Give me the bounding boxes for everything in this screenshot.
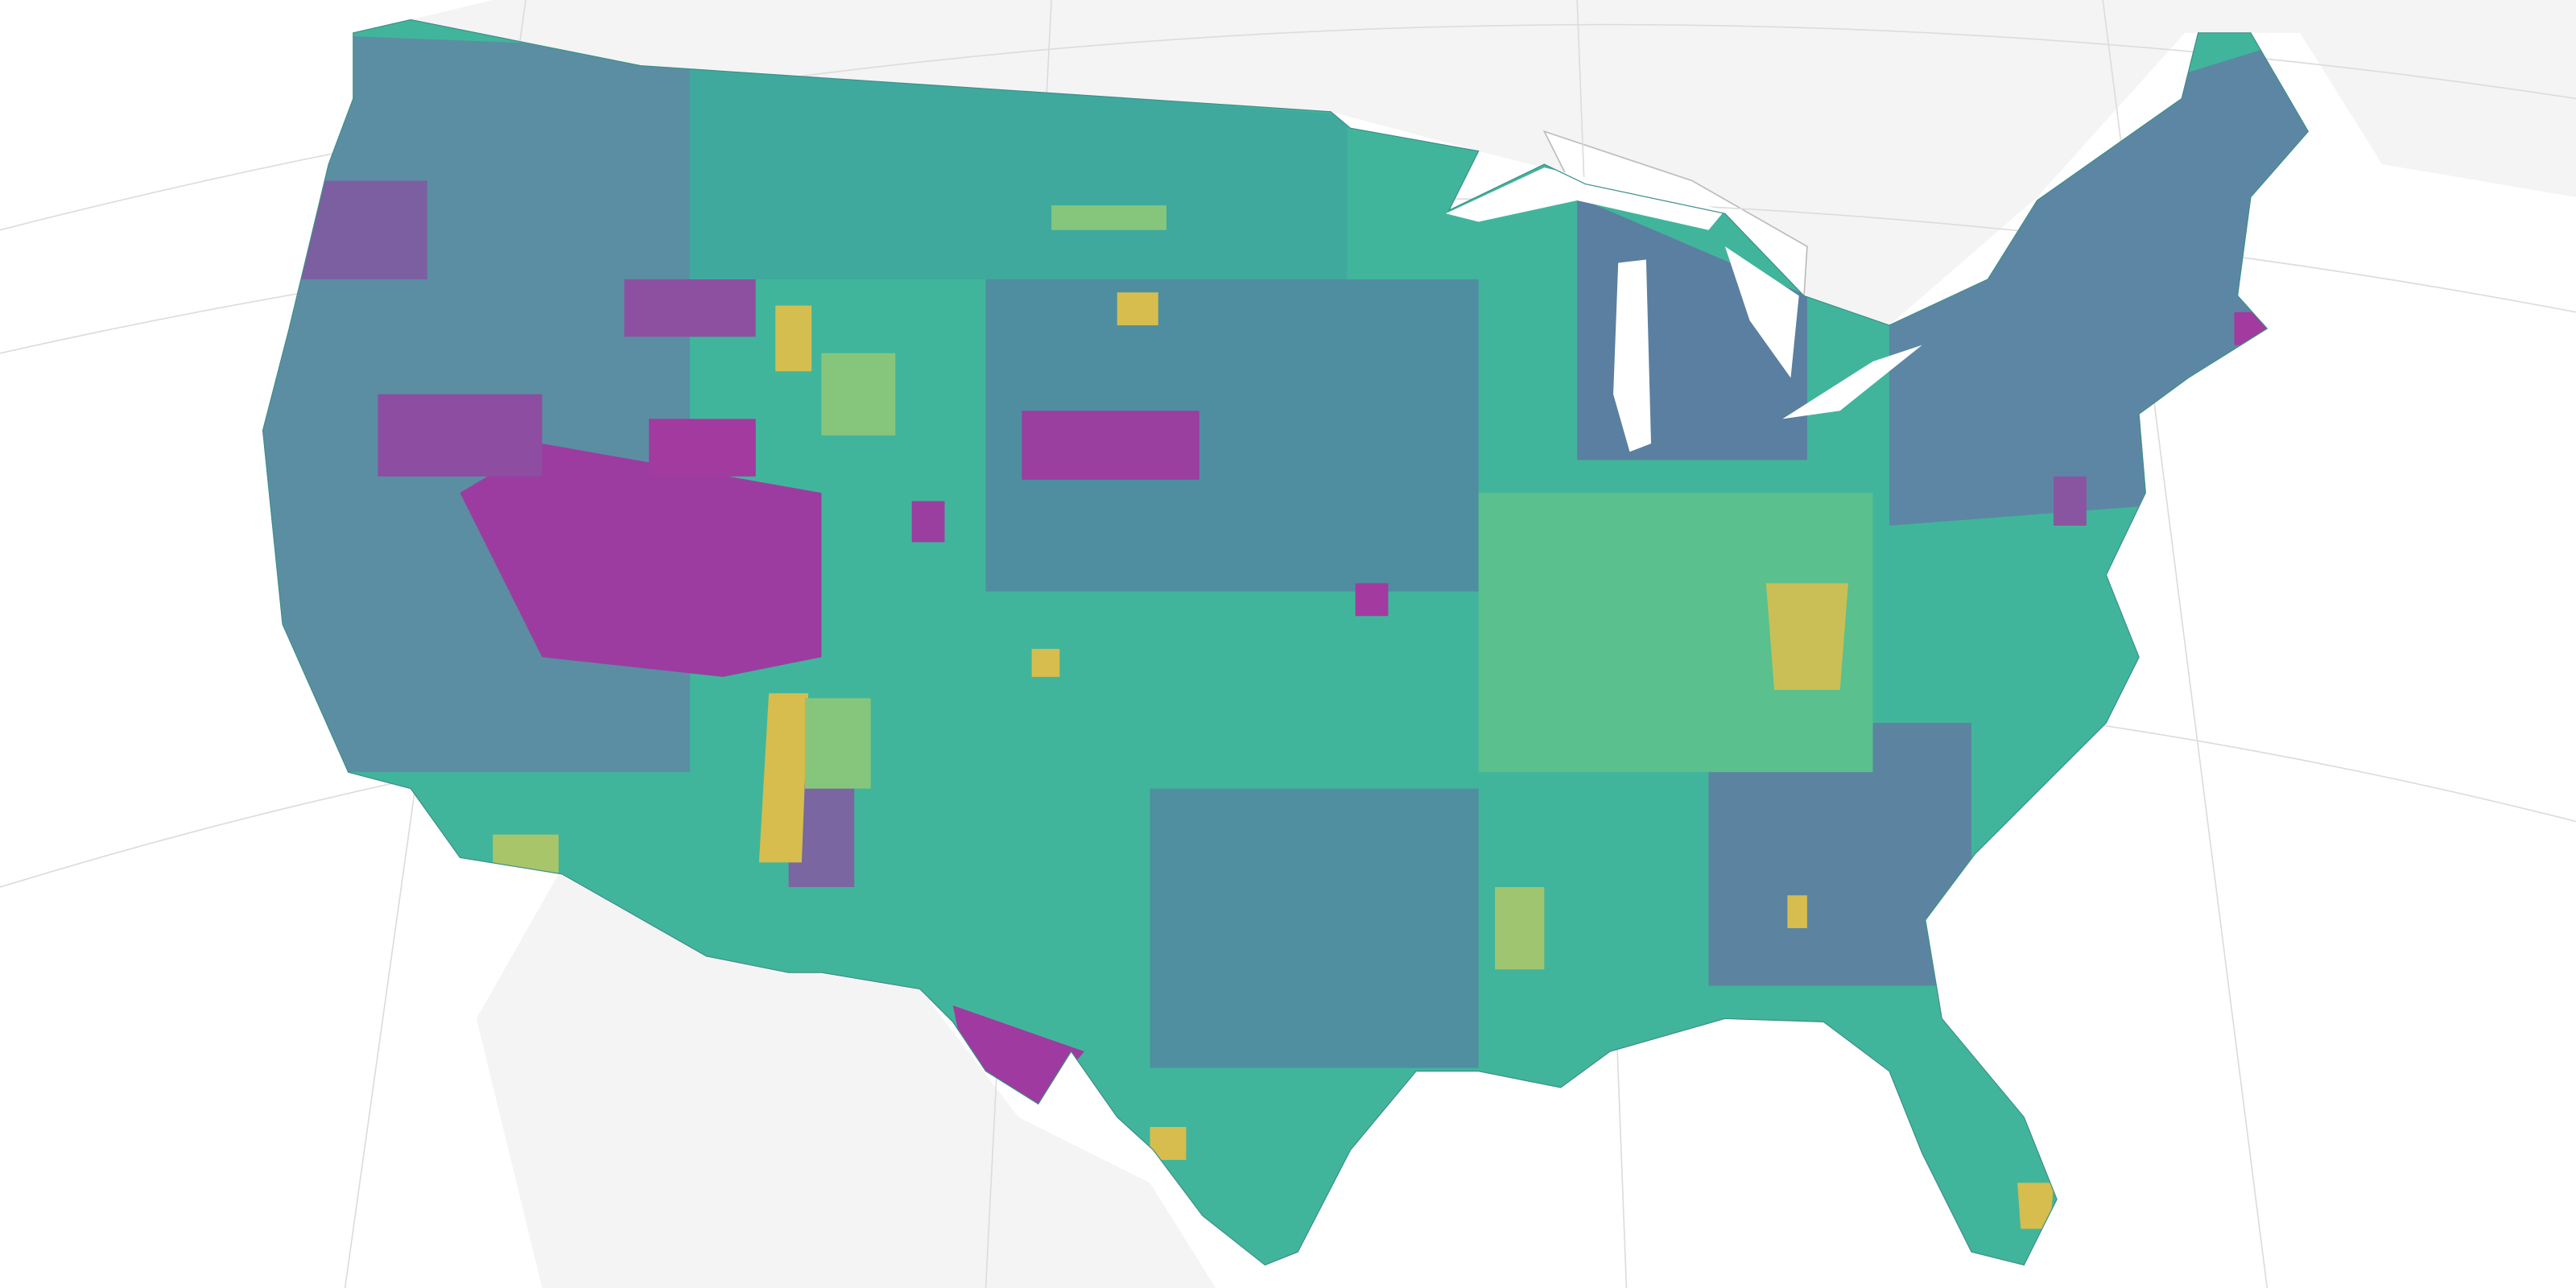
- us-outline: [262, 19, 2310, 1266]
- great-lakes: [1445, 167, 1922, 452]
